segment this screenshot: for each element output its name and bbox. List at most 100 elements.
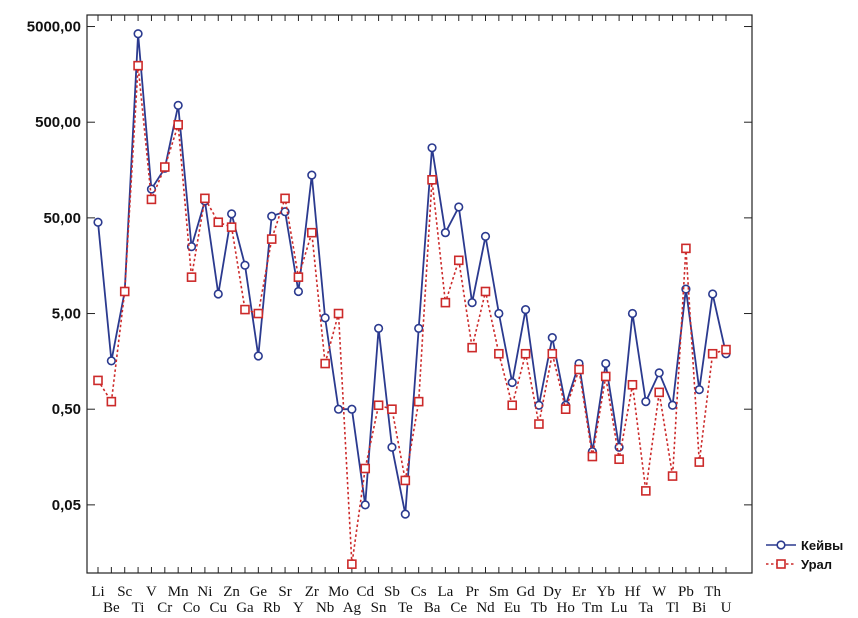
data-point bbox=[641, 397, 651, 407]
data-point bbox=[507, 400, 518, 411]
data-point bbox=[160, 162, 170, 172]
x-tick-label: Sc bbox=[117, 584, 132, 600]
x-tick-label: Nb bbox=[316, 600, 334, 616]
x-tick-label: Cr bbox=[157, 600, 172, 616]
y-tick-label: 0,05 bbox=[52, 497, 81, 514]
x-tick-label: Cu bbox=[209, 600, 227, 616]
x-tick-label: Te bbox=[398, 600, 413, 616]
x-tick-label: Zr bbox=[305, 584, 319, 600]
series-2 bbox=[93, 60, 731, 569]
x-tick-label: Mo bbox=[328, 584, 349, 600]
legend-item: Кейвы bbox=[766, 538, 843, 553]
data-point bbox=[667, 400, 678, 410]
data-point bbox=[467, 298, 477, 308]
data-point bbox=[347, 404, 357, 414]
x-tick-label: La bbox=[437, 584, 453, 600]
data-point bbox=[694, 385, 704, 395]
data-point bbox=[681, 243, 691, 254]
y-tick-label: 5,00 bbox=[52, 306, 81, 323]
data-point bbox=[347, 559, 357, 569]
x-tick-label: Hf bbox=[625, 584, 641, 600]
data-point bbox=[414, 323, 424, 333]
data-point bbox=[293, 272, 304, 282]
data-point bbox=[387, 442, 397, 452]
x-tick-label: Yb bbox=[597, 584, 615, 600]
x-tick-label: Y bbox=[293, 600, 304, 616]
x-tick-label: Lu bbox=[611, 600, 628, 616]
x-tick-label: Tl bbox=[666, 600, 679, 616]
data-point bbox=[520, 348, 531, 359]
series-line bbox=[97, 65, 727, 565]
x-tick-label: V bbox=[146, 584, 157, 600]
x-tick-label: Dy bbox=[543, 584, 562, 600]
x-tick-label: Ce bbox=[450, 600, 467, 616]
data-point bbox=[186, 272, 197, 282]
data-point bbox=[494, 308, 504, 319]
data-point bbox=[360, 500, 370, 510]
data-point bbox=[173, 119, 183, 130]
data-point bbox=[213, 217, 224, 228]
data-point bbox=[654, 368, 664, 378]
data-point bbox=[574, 364, 584, 375]
data-point bbox=[253, 351, 263, 361]
y-axis: 0,05 0,50 5,00 50,00 500,00 5000,00 bbox=[27, 19, 752, 514]
x-tick-label: Gd bbox=[516, 584, 535, 600]
x-tick-label: Eu bbox=[504, 600, 521, 616]
data-point bbox=[520, 304, 531, 315]
x-tick-label: Co bbox=[183, 600, 201, 616]
legend-label: Кейвы bbox=[801, 538, 843, 553]
data-point bbox=[173, 100, 183, 110]
data-point bbox=[547, 348, 558, 359]
data-point bbox=[267, 211, 277, 221]
data-point bbox=[360, 463, 371, 474]
x-tick-label: Nd bbox=[476, 600, 495, 616]
data-point bbox=[600, 371, 611, 382]
x-tick-label: U bbox=[721, 600, 732, 616]
data-point bbox=[240, 304, 250, 315]
data-point bbox=[627, 379, 638, 390]
x-tick-label: Zn bbox=[223, 584, 240, 600]
data-point bbox=[146, 184, 157, 194]
data-point bbox=[694, 457, 705, 467]
data-point bbox=[119, 286, 130, 297]
legend-swatch-marker bbox=[776, 559, 786, 569]
data-point bbox=[560, 404, 571, 415]
data-point bbox=[106, 396, 117, 407]
data-point bbox=[320, 358, 330, 369]
x-tick-label: Ti bbox=[132, 600, 145, 616]
x-tick-label: Ge bbox=[250, 584, 268, 600]
x-axis: LiBeScTiVCrMnCoNiCuZnGaGeRbSrYZrNbMoAgCd… bbox=[91, 15, 732, 616]
x-tick-label: Tm bbox=[582, 600, 603, 616]
data-point bbox=[614, 454, 624, 465]
x-tick-label: Tb bbox=[531, 600, 548, 616]
x-tick-label: Be bbox=[103, 600, 120, 616]
data-point bbox=[226, 222, 237, 232]
x-tick-label: Er bbox=[572, 584, 586, 600]
data-point bbox=[93, 375, 103, 386]
x-tick-label: Pb bbox=[678, 584, 694, 600]
x-tick-label: Mn bbox=[168, 584, 189, 600]
x-tick-label: Ho bbox=[556, 600, 574, 616]
legend-item: Урал bbox=[766, 557, 832, 572]
data-point bbox=[387, 404, 397, 415]
data-point bbox=[146, 194, 157, 205]
x-tick-label: Ni bbox=[197, 584, 212, 600]
data-point bbox=[213, 289, 223, 299]
x-tick-label: Bi bbox=[692, 600, 706, 616]
data-point bbox=[667, 471, 678, 481]
legend-swatch-marker bbox=[776, 540, 786, 550]
series-layer bbox=[93, 29, 731, 569]
data-point bbox=[333, 308, 344, 319]
data-point bbox=[200, 193, 210, 204]
x-tick-label: Sr bbox=[278, 584, 291, 600]
data-point bbox=[400, 509, 410, 519]
data-point bbox=[453, 255, 464, 266]
data-point bbox=[547, 333, 557, 343]
data-point bbox=[427, 143, 437, 153]
data-point bbox=[253, 308, 264, 319]
data-point bbox=[320, 313, 330, 323]
data-point bbox=[480, 231, 491, 242]
data-point bbox=[507, 377, 517, 388]
data-point bbox=[133, 29, 143, 39]
